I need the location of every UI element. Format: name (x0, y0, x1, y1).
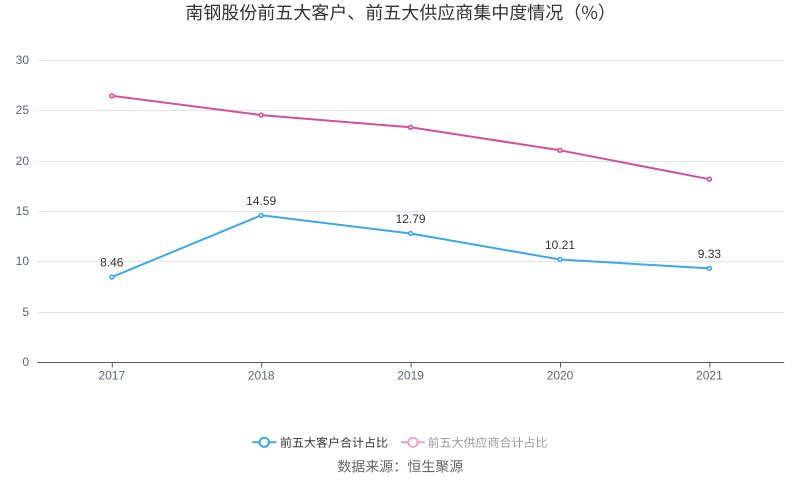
svg-text:8.46: 8.46 (100, 256, 124, 270)
svg-text:14.59: 14.59 (246, 194, 276, 208)
svg-text:2018: 2018 (248, 368, 275, 382)
svg-text:15: 15 (16, 204, 30, 218)
svg-text:2021: 2021 (696, 368, 723, 382)
svg-text:10.21: 10.21 (545, 238, 575, 252)
svg-text:2017: 2017 (98, 368, 125, 382)
svg-text:0: 0 (22, 355, 29, 369)
svg-text:30: 30 (16, 53, 30, 67)
svg-text:12.79: 12.79 (396, 212, 426, 226)
svg-text:5: 5 (22, 305, 29, 319)
svg-text:20: 20 (16, 154, 30, 168)
svg-text:2020: 2020 (547, 368, 574, 382)
svg-text:10: 10 (16, 254, 30, 268)
svg-text:9.33: 9.33 (698, 247, 722, 261)
svg-text:2019: 2019 (397, 368, 424, 382)
svg-text:25: 25 (16, 103, 30, 117)
